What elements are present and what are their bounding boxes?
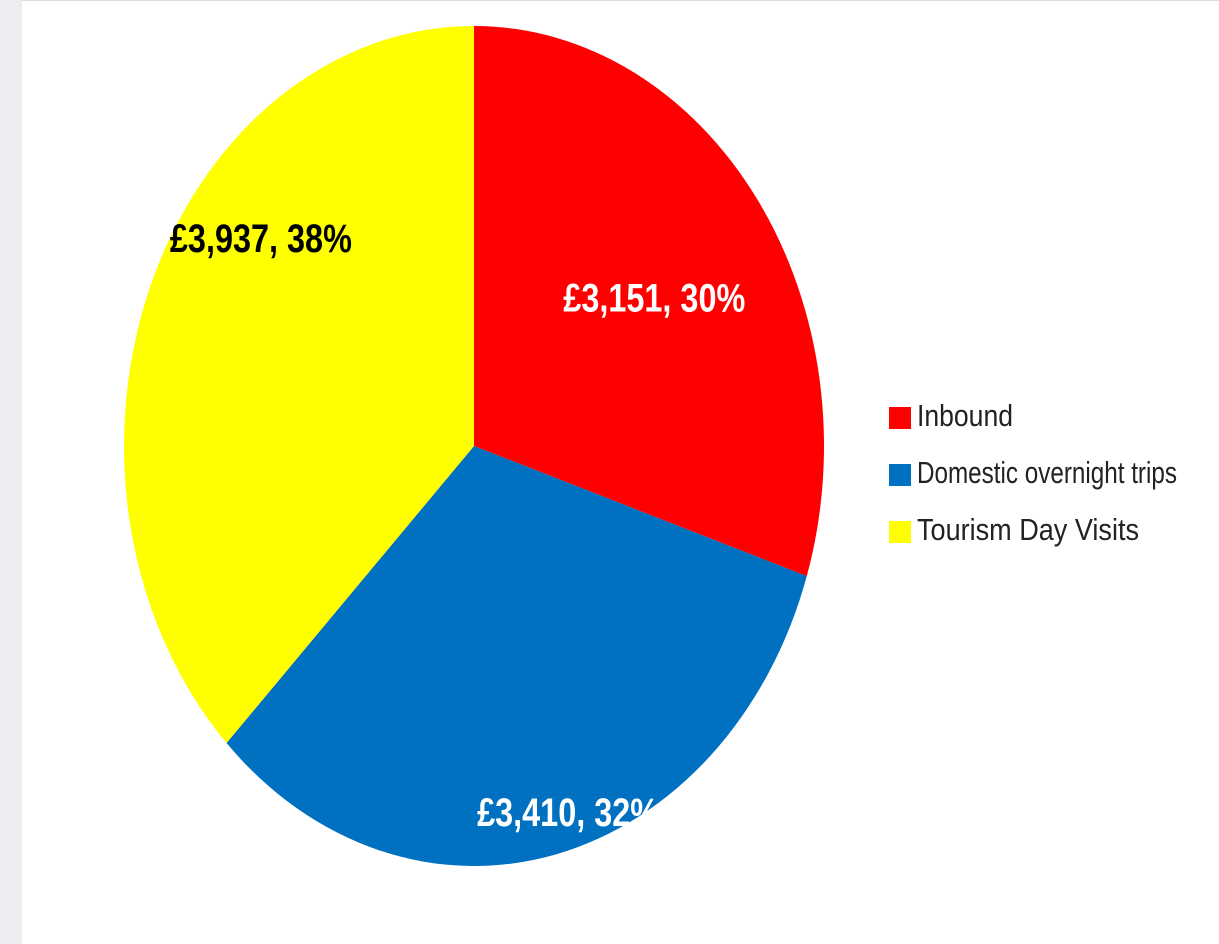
pie-slice-tourism-day-visits bbox=[123, 26, 474, 744]
legend-item-tourism-day-visits: Tourism Day Visits bbox=[889, 512, 1139, 547]
pie-slices bbox=[123, 26, 825, 867]
pie-slice-inbound bbox=[474, 26, 825, 577]
legend-item-domestic-overnight-trips: Domestic overnight trips bbox=[889, 455, 1177, 490]
legend-label-tourism-day-visits: Tourism Day Visits bbox=[917, 512, 1139, 547]
legend: Inbound Domestic overnight trips Tourism D… bbox=[889, 398, 1177, 547]
legend-item-inbound: Inbound bbox=[889, 398, 1013, 433]
legend-swatch-domestic-overnight-trips bbox=[889, 464, 911, 486]
data-label-tourism-day-visits: £3,937, 38% bbox=[170, 217, 352, 261]
data-label-domestic-overnight-trips: £3,410, 32% bbox=[477, 791, 659, 835]
legend-label-inbound: Inbound bbox=[917, 398, 1013, 433]
data-label-inbound: £3,151, 30% bbox=[563, 277, 745, 321]
legend-swatch-tourism-day-visits bbox=[889, 521, 911, 543]
pie-slice-domestic-overnight-trips bbox=[226, 446, 807, 867]
legend-label-domestic-overnight-trips: Domestic overnight trips bbox=[917, 455, 1177, 490]
data-labels: £3,151, 30% £3,410, 32% £3,937, 38% bbox=[170, 217, 745, 835]
legend-swatch-inbound bbox=[889, 407, 911, 429]
